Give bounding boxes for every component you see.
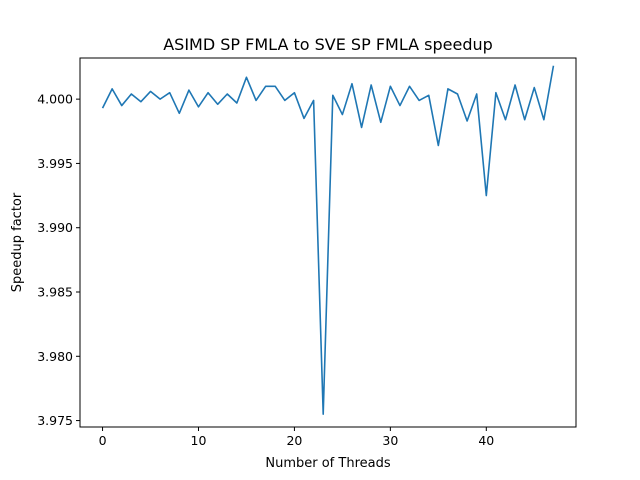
x-tick-label: 30 [382,433,398,448]
plot-frame [79,57,577,428]
y-tick-label: 3.985 [37,285,73,300]
y-axis-label: Speedup factor [10,192,25,292]
y-axis: 3.975 3.980 3.985 3.990 3.995 4.000 [37,92,80,428]
chart-title: ASIMD SP FMLA to SVE SP FMLA speedup [163,35,493,54]
y-tick-label: 3.980 [37,349,73,364]
x-axis-label: Number of Threads [265,456,390,471]
y-tick-label: 3.995 [37,156,73,171]
y-tick-label: 4.000 [37,92,73,107]
y-tick-label: 3.975 [37,413,73,428]
x-tick-label: 40 [478,433,494,448]
y-tick-label: 3.990 [37,220,73,235]
series-line [101,65,555,415]
x-axis: 0 10 20 30 40 [99,427,494,448]
x-tick-label: 10 [191,433,207,448]
x-tick-label: 0 [99,433,107,448]
x-tick-label: 20 [286,433,302,448]
